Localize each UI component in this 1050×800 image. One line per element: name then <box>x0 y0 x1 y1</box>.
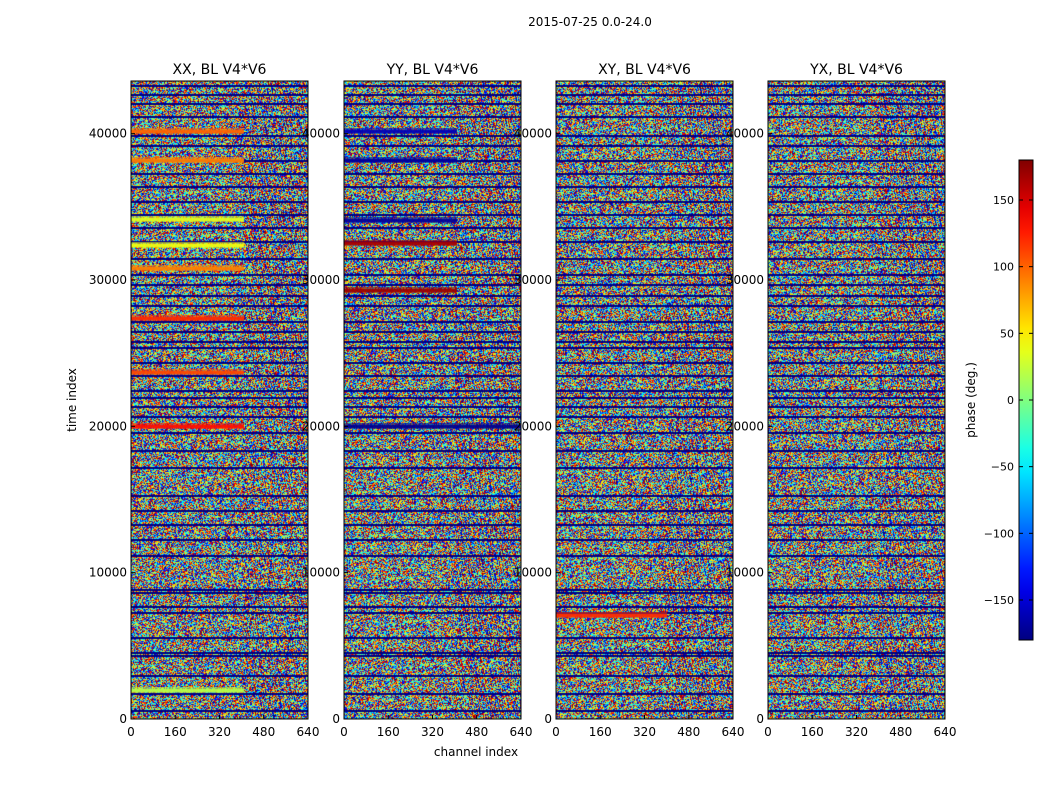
x-tick-label: 640 <box>934 725 957 739</box>
y-tick-label: 20000 <box>514 419 552 433</box>
x-tick-label: 160 <box>164 725 187 739</box>
panel-3: XY, BL V4*V6 0 160 320 480 640 0 10000 20000 3000… <box>514 62 745 739</box>
y-tick-label: 10000 <box>302 566 340 580</box>
x-tick-label: 320 <box>633 725 656 739</box>
x-tick-label: 0 <box>127 725 135 739</box>
y-tick-label: 10000 <box>514 566 552 580</box>
colorbar-tick-label: 50 <box>1000 327 1014 340</box>
panel-title: XX, BL V4*V6 <box>173 62 267 78</box>
colorbar-label: phase (deg.) <box>964 362 978 438</box>
x-tick-label: 0 <box>340 725 348 739</box>
x-tick-label: 640 <box>297 725 320 739</box>
figure-title: 2015-07-25 0.0-24.0 <box>528 15 652 29</box>
y-tick-label: 40000 <box>514 127 552 141</box>
y-tick-label: 0 <box>119 712 127 726</box>
x-tick-label: 640 <box>510 725 533 739</box>
x-tick-label: 320 <box>845 725 868 739</box>
colorbar-tick-label: −150 <box>984 594 1014 607</box>
y-tick-label: 40000 <box>302 127 340 141</box>
y-axis-label: time index <box>65 368 79 432</box>
heatmap-image <box>344 81 521 719</box>
x-tick-label: 320 <box>208 725 231 739</box>
panel-title: YY, BL V4*V6 <box>386 62 479 78</box>
x-tick-label: 480 <box>252 725 275 739</box>
y-tick-label: 20000 <box>302 419 340 433</box>
y-tick-label: 30000 <box>726 273 764 287</box>
y-tick-label: 20000 <box>89 419 127 433</box>
x-tick-label: 0 <box>552 725 560 739</box>
x-tick-label: 160 <box>801 725 824 739</box>
y-tick-label: 0 <box>756 712 764 726</box>
y-tick-label: 10000 <box>726 566 764 580</box>
x-tick-label: 160 <box>377 725 400 739</box>
colorbar-tick-label: −100 <box>984 527 1014 540</box>
x-tick-label: 480 <box>677 725 700 739</box>
panel-2: YY, BL V4*V6 0 160 320 480 640 0 10000 20000 3000… <box>302 62 533 739</box>
panel-title: XY, BL V4*V6 <box>598 62 691 78</box>
y-tick-label: 30000 <box>89 273 127 287</box>
x-axis-label: channel index <box>434 745 518 759</box>
colorbar-tick-label: 150 <box>993 194 1014 207</box>
y-tick-label: 40000 <box>89 127 127 141</box>
y-tick-label: 0 <box>332 712 340 726</box>
panels: XX, BL V4*V6 0 160 320 480 640 0 10000 20000 3000… <box>89 62 957 739</box>
colorbar-tick-label: 100 <box>993 261 1014 274</box>
x-tick-label: 320 <box>421 725 444 739</box>
y-tick-label: 40000 <box>726 127 764 141</box>
y-tick-label: 10000 <box>89 566 127 580</box>
y-tick-label: 0 <box>544 712 552 726</box>
panel-title: YX, BL V4*V6 <box>809 62 903 78</box>
x-tick-label: 480 <box>889 725 912 739</box>
colorbar: −150 −100 −50 0 50 100 150 <box>984 159 1034 641</box>
heatmap-image <box>131 81 308 719</box>
colorbar-tick-label: 0 <box>1007 394 1014 407</box>
x-tick-label: 160 <box>589 725 612 739</box>
x-tick-label: 480 <box>465 725 488 739</box>
colorbar-tick-label: −50 <box>991 461 1014 474</box>
y-tick-label: 20000 <box>726 419 764 433</box>
x-tick-label: 640 <box>722 725 745 739</box>
heatmap-image <box>556 81 733 719</box>
y-tick-label: 30000 <box>514 273 552 287</box>
x-tick-label: 0 <box>764 725 772 739</box>
heatmap-image <box>768 81 945 719</box>
panel-4: YX, BL V4*V6 0 160 320 480 640 0 10000 20000 3000… <box>726 62 957 739</box>
panel-1: XX, BL V4*V6 0 160 320 480 640 0 10000 20000 3000… <box>89 62 320 739</box>
y-tick-label: 30000 <box>302 273 340 287</box>
